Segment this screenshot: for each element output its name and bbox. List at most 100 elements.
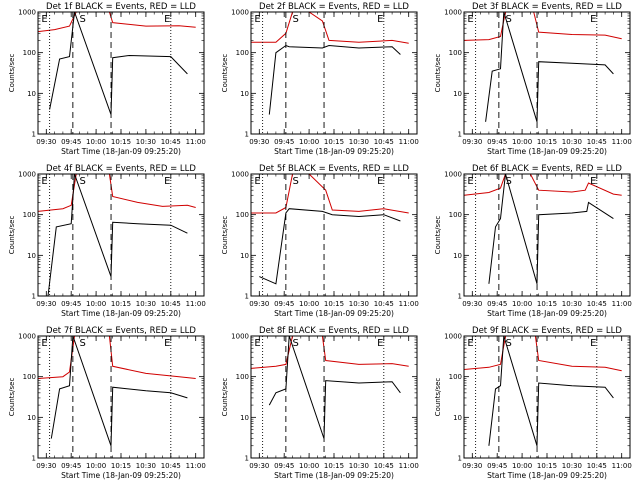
- x-tick-label: 10:00: [86, 300, 106, 308]
- chart-title: Det 9f BLACK = Events, RED = LLD: [472, 326, 622, 336]
- x-tick-label: 09:45: [61, 300, 81, 308]
- x-tick-label: 10:15: [111, 138, 131, 146]
- x-axis-label: Start Time (18-Jan-09 09:25:20): [61, 471, 181, 480]
- plot-frame: [463, 173, 631, 297]
- events-series-line: [488, 336, 614, 446]
- plot-frame: [250, 11, 418, 135]
- x-tick-label: 11:00: [399, 138, 419, 146]
- x-tick-label: 10:30: [349, 138, 369, 146]
- x-tick-label: 10:00: [86, 138, 106, 146]
- x-tick-label: 09:30: [249, 300, 269, 308]
- y-tick-label: 100: [449, 373, 462, 381]
- x-tick-label: 10:30: [349, 300, 369, 308]
- marker-label: S: [293, 338, 299, 349]
- x-tick-label: 11:00: [612, 300, 632, 308]
- plot-frame: [37, 335, 205, 459]
- marker-label: E: [254, 14, 260, 25]
- x-tick-label: 10:30: [562, 300, 582, 308]
- chart-title: Det 1f BLACK = Events, RED = LLD: [46, 2, 196, 12]
- marker-label: E: [590, 338, 596, 349]
- x-tick-label: 11:00: [399, 300, 419, 308]
- x-tick-label: 10:45: [161, 138, 181, 146]
- x-axis-label: Start Time (18-Jan-09 09:25:20): [274, 309, 394, 318]
- events-series-line: [259, 208, 401, 285]
- chart-title: Det 2f BLACK = Events, RED = LLD: [259, 2, 409, 12]
- events-series-line: [50, 336, 188, 446]
- y-tick-label: 10: [27, 90, 36, 98]
- y-tick-label: 1000: [18, 333, 36, 341]
- y-tick-label: 10: [453, 252, 462, 260]
- y-tick-label: 1000: [444, 171, 462, 179]
- y-tick-label: 1000: [231, 171, 249, 179]
- marker-label: E: [164, 176, 170, 187]
- y-tick-label: 100: [23, 373, 36, 381]
- y-tick-label: 10: [240, 90, 249, 98]
- x-tick-label: 11:00: [186, 138, 206, 146]
- chart-title: Det 8f BLACK = Events, RED = LLD: [259, 326, 409, 336]
- x-tick-label: 11:00: [612, 462, 632, 470]
- chart-title: Det 4f BLACK = Events, RED = LLD: [46, 164, 196, 174]
- events-series-line: [268, 44, 401, 115]
- x-tick-label: 10:45: [161, 300, 181, 308]
- y-tick-label: 1: [458, 131, 462, 139]
- x-axis-label: Start Time (18-Jan-09 09:25:20): [274, 471, 394, 480]
- x-axis-label: Start Time (18-Jan-09 09:25:20): [487, 471, 607, 480]
- marker-label: S: [80, 176, 86, 187]
- marker-label: E: [467, 14, 473, 25]
- marker-label: E: [254, 176, 260, 187]
- lld-series-line: [464, 174, 622, 196]
- chart-panel-1: Det 1f BLACK = Events, RED = LLD Counts/s…: [8, 2, 206, 156]
- x-tick-label: 10:45: [587, 300, 607, 308]
- marker-label: E: [164, 338, 170, 349]
- y-tick-label: 100: [23, 211, 36, 219]
- lld-series-line: [251, 336, 409, 369]
- events-series-line: [47, 174, 188, 296]
- x-tick-label: 10:15: [324, 300, 344, 308]
- chart-panel-4: Det 4f BLACK = Events, RED = LLD Counts/s…: [8, 164, 206, 318]
- x-tick-label: 09:30: [36, 138, 56, 146]
- marker-label: E: [377, 338, 383, 349]
- y-tick-label: 1000: [444, 9, 462, 17]
- lld-series-line: [251, 12, 409, 44]
- x-axis-label: Start Time (18-Jan-09 09:25:20): [61, 147, 181, 156]
- plot-frame: [37, 173, 205, 297]
- events-series-line: [485, 12, 614, 122]
- marker-label: E: [377, 14, 383, 25]
- x-tick-label: 10:30: [136, 138, 156, 146]
- x-tick-label: 09:45: [274, 138, 294, 146]
- x-tick-label: 10:45: [161, 462, 181, 470]
- x-tick-label: 10:15: [537, 462, 557, 470]
- chart-title: Det 7f BLACK = Events, RED = LLD: [46, 326, 196, 336]
- marker-label: E: [164, 14, 170, 25]
- y-tick-label: 1: [245, 455, 249, 463]
- marker-label: E: [590, 176, 596, 187]
- x-tick-label: 10:00: [299, 138, 319, 146]
- x-tick-label: 11:00: [186, 462, 206, 470]
- x-tick-label: 09:45: [487, 462, 507, 470]
- lld-series-line: [38, 174, 196, 212]
- y-tick-label: 1: [245, 293, 249, 301]
- chart-title: Det 6f BLACK = Events, RED = LLD: [472, 164, 622, 174]
- y-axis-label: Counts/sec: [221, 216, 229, 255]
- x-tick-label: 10:30: [136, 300, 156, 308]
- y-axis-label: Counts/sec: [8, 54, 16, 93]
- plot-frame: [37, 11, 205, 135]
- x-tick-label: 10:00: [512, 138, 532, 146]
- y-axis-label: Counts/sec: [434, 54, 442, 93]
- lld-series-line: [38, 336, 196, 379]
- y-tick-label: 100: [236, 49, 249, 57]
- lld-series-line: [464, 12, 622, 41]
- x-tick-label: 10:45: [374, 300, 394, 308]
- x-tick-label: 11:00: [612, 138, 632, 146]
- x-tick-label: 10:15: [324, 462, 344, 470]
- y-tick-label: 1: [32, 131, 36, 139]
- marker-label: S: [293, 176, 299, 187]
- y-tick-label: 10: [453, 90, 462, 98]
- chart-panel-6: Det 6f BLACK = Events, RED = LLD Counts/s…: [434, 164, 632, 318]
- chart-title: Det 3f BLACK = Events, RED = LLD: [472, 2, 622, 12]
- y-tick-label: 1000: [231, 333, 249, 341]
- plot-frame: [463, 335, 631, 459]
- y-tick-label: 10: [453, 414, 462, 422]
- x-axis-label: Start Time (18-Jan-09 09:25:20): [487, 309, 607, 318]
- x-tick-label: 09:30: [249, 462, 269, 470]
